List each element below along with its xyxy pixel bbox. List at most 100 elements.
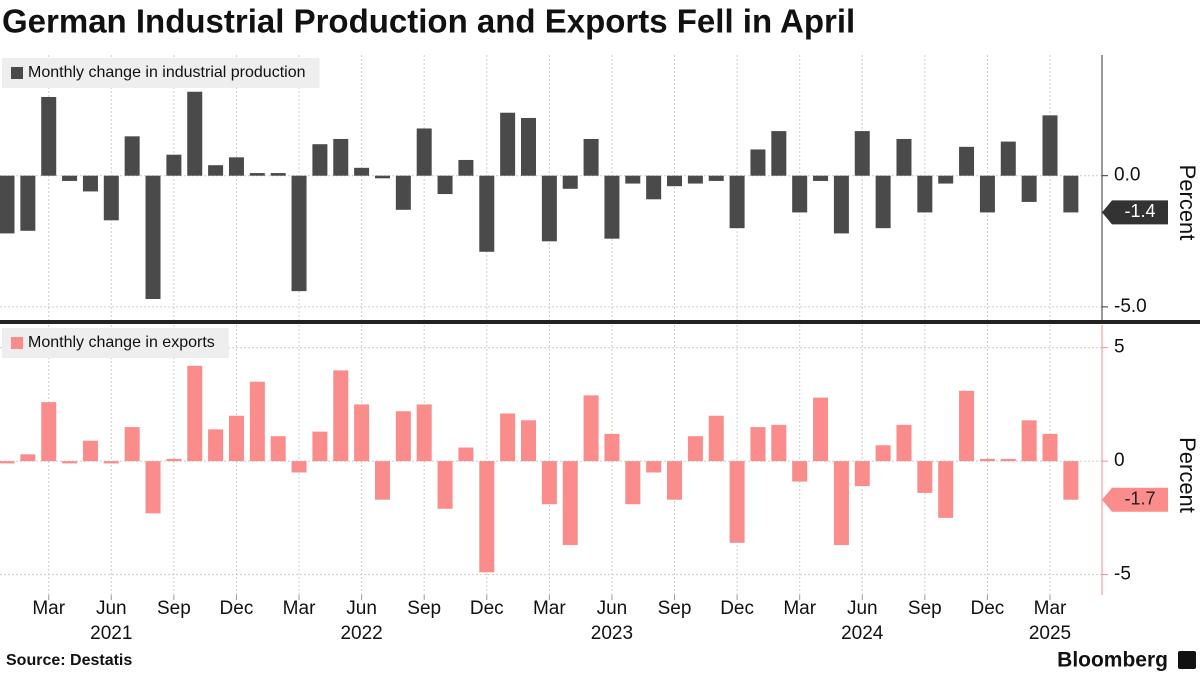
y-tick-label: 5	[1114, 337, 1125, 358]
bar	[500, 413, 516, 462]
y-tick-label: -5.0	[1114, 296, 1147, 317]
source: Source: Destatis	[6, 652, 132, 669]
x-tick-label: Mar	[283, 598, 316, 619]
y-tick-label: 0	[1114, 450, 1125, 471]
bar	[249, 381, 265, 462]
bar	[124, 136, 140, 176]
bar	[41, 402, 57, 462]
x-tick-label: Mar	[1034, 598, 1067, 619]
bar	[854, 131, 870, 176]
bar	[541, 175, 557, 242]
y-tick-label: 0.0	[1114, 165, 1140, 186]
bar	[938, 175, 954, 184]
bar	[249, 173, 265, 176]
bar	[792, 175, 808, 213]
bar	[604, 433, 620, 462]
bar	[187, 365, 203, 462]
legend-label: Monthly change in industrial production	[28, 64, 306, 81]
bar	[854, 461, 870, 487]
bar	[1000, 458, 1016, 462]
bar	[416, 404, 432, 462]
y-axis-title: Percent	[1175, 437, 1200, 513]
bar	[813, 175, 829, 181]
bar	[333, 370, 349, 462]
value-label: -1.7	[1124, 488, 1155, 508]
logo-icon	[1178, 651, 1196, 669]
bar	[875, 175, 891, 229]
bar	[771, 131, 787, 176]
bar	[437, 461, 453, 509]
bar	[228, 415, 244, 462]
legend-swatch	[11, 337, 23, 349]
bar	[228, 157, 244, 176]
year-label: 2025	[1029, 623, 1071, 644]
x-tick-label: Dec	[220, 598, 254, 619]
bar	[312, 431, 328, 462]
bar	[959, 146, 975, 176]
x-tick-label: Jun	[597, 598, 628, 619]
legend-label: Monthly change in exports	[28, 334, 215, 351]
bar	[374, 461, 390, 500]
bar	[750, 427, 766, 462]
legend-swatch	[11, 67, 23, 79]
x-tick-label: Dec	[971, 598, 1005, 619]
bar	[82, 440, 98, 462]
y-tick-label: -5	[1114, 564, 1131, 585]
bar	[729, 461, 745, 543]
bar	[0, 461, 15, 464]
bar	[833, 175, 849, 234]
chart-title: German Industrial Production and Exports…	[2, 3, 855, 40]
bar	[583, 138, 599, 176]
year-label: 2022	[340, 623, 382, 644]
bar	[813, 397, 829, 462]
bar	[1063, 461, 1079, 500]
bar	[875, 445, 891, 462]
bar	[416, 128, 432, 176]
bar	[1042, 115, 1058, 176]
x-tick-label: Dec	[470, 598, 504, 619]
bar	[1021, 175, 1037, 202]
year-label: 2024	[841, 623, 884, 644]
bar	[62, 175, 78, 181]
y-axis-title: Percent	[1175, 165, 1200, 241]
bar	[687, 436, 703, 462]
bar	[291, 461, 307, 473]
bar	[20, 175, 36, 231]
bar	[959, 390, 975, 462]
bar	[896, 138, 912, 176]
value-tag	[1102, 487, 1168, 512]
bar	[541, 461, 557, 505]
bar	[479, 461, 495, 573]
x-tick-label: Dec	[720, 598, 754, 619]
bar	[938, 461, 954, 518]
bar	[333, 138, 349, 176]
bar	[20, 454, 36, 462]
bar	[82, 175, 98, 192]
bar	[145, 461, 161, 514]
bar	[708, 415, 724, 462]
bar	[583, 395, 599, 462]
bar	[354, 167, 370, 176]
bar	[562, 461, 578, 546]
bar	[208, 165, 224, 176]
bar	[354, 404, 370, 462]
bar	[166, 154, 182, 176]
bar	[729, 175, 745, 229]
bar	[124, 427, 140, 462]
bar	[187, 91, 203, 176]
x-tick-label: Mar	[32, 598, 65, 619]
x-tick-label: Sep	[658, 598, 692, 619]
legend-box	[2, 328, 229, 358]
bar	[979, 175, 995, 213]
x-tick-label: Sep	[157, 598, 191, 619]
logo: Bloomberg	[1057, 649, 1168, 672]
bar	[604, 175, 620, 239]
x-tick-label: Jun	[847, 598, 878, 619]
bar	[0, 175, 15, 234]
bar	[917, 175, 933, 213]
bar	[270, 436, 286, 462]
bar	[562, 175, 578, 189]
x-tick-label: Sep	[908, 598, 942, 619]
x-tick-label: Mar	[783, 598, 816, 619]
bar	[437, 175, 453, 195]
